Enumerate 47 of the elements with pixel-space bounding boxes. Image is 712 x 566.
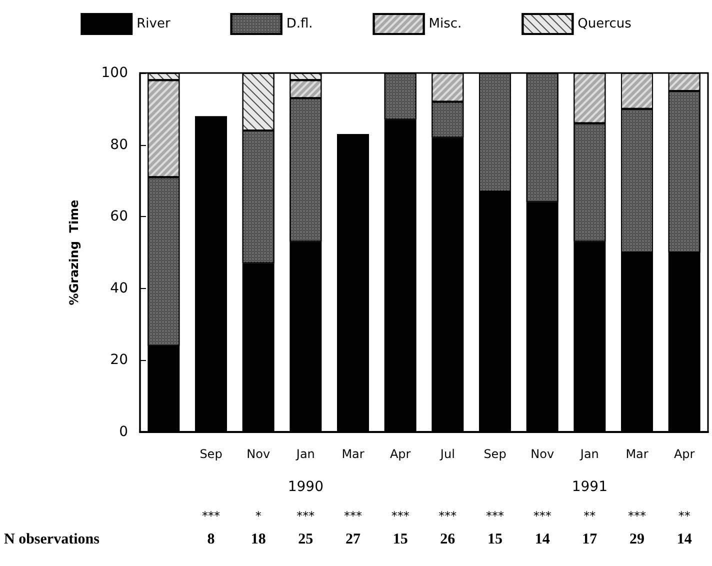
x-tick-label: Apr [390,447,411,461]
text: 14 [676,532,692,548]
x-tick-label: Jan [295,447,315,461]
x-tick-label: Mar [626,447,648,461]
x-tick-label: Sep [200,447,222,461]
text: 15 [488,532,502,548]
text: ** [584,509,596,523]
text: *** [438,509,457,523]
legend-label: River [136,16,171,32]
y-tick-label: 20 [110,352,128,368]
legend-label: D.fl. [286,16,313,32]
text: 1990 [288,479,324,495]
x-tick-label: Jul [439,447,455,461]
text: *** [344,509,362,523]
text: N observations [4,532,100,548]
text: 1991 [572,479,608,495]
x-tick-label: Nov [246,447,270,461]
text: *** [486,509,504,523]
text: 14 [534,532,550,548]
x-tick-label: Jan [579,447,599,461]
y-tick-label: 40 [110,280,128,296]
text: ** [678,509,690,523]
text: 18 [250,532,266,548]
y-tick-label: 80 [110,136,128,153]
text: *** [391,509,410,523]
y-tick-label: 0 [119,424,128,440]
text: 27 [346,532,361,548]
x-tick-label: Sep [484,447,506,461]
text: * [255,509,262,523]
text: 29 [630,532,644,548]
x-tick-label: Nov [530,447,554,461]
x-tick-label: Mar [342,447,364,461]
text: 17 [582,532,598,548]
y-tick-label: 100 [101,65,128,81]
y-tick-label: 60 [110,208,128,225]
text: *** [628,509,646,523]
text: *** [533,509,552,523]
text: *** [296,509,315,523]
text: 8 [207,532,215,548]
legend-label: Quercus [578,16,632,32]
text: *** [202,509,220,523]
y-axis-title: %Grazing Time [67,200,81,306]
legend-label: Misc. [428,16,462,32]
text: 26 [440,532,456,548]
x-tick-label: Apr [674,447,695,461]
text: 25 [298,532,314,548]
text: 15 [392,532,408,548]
